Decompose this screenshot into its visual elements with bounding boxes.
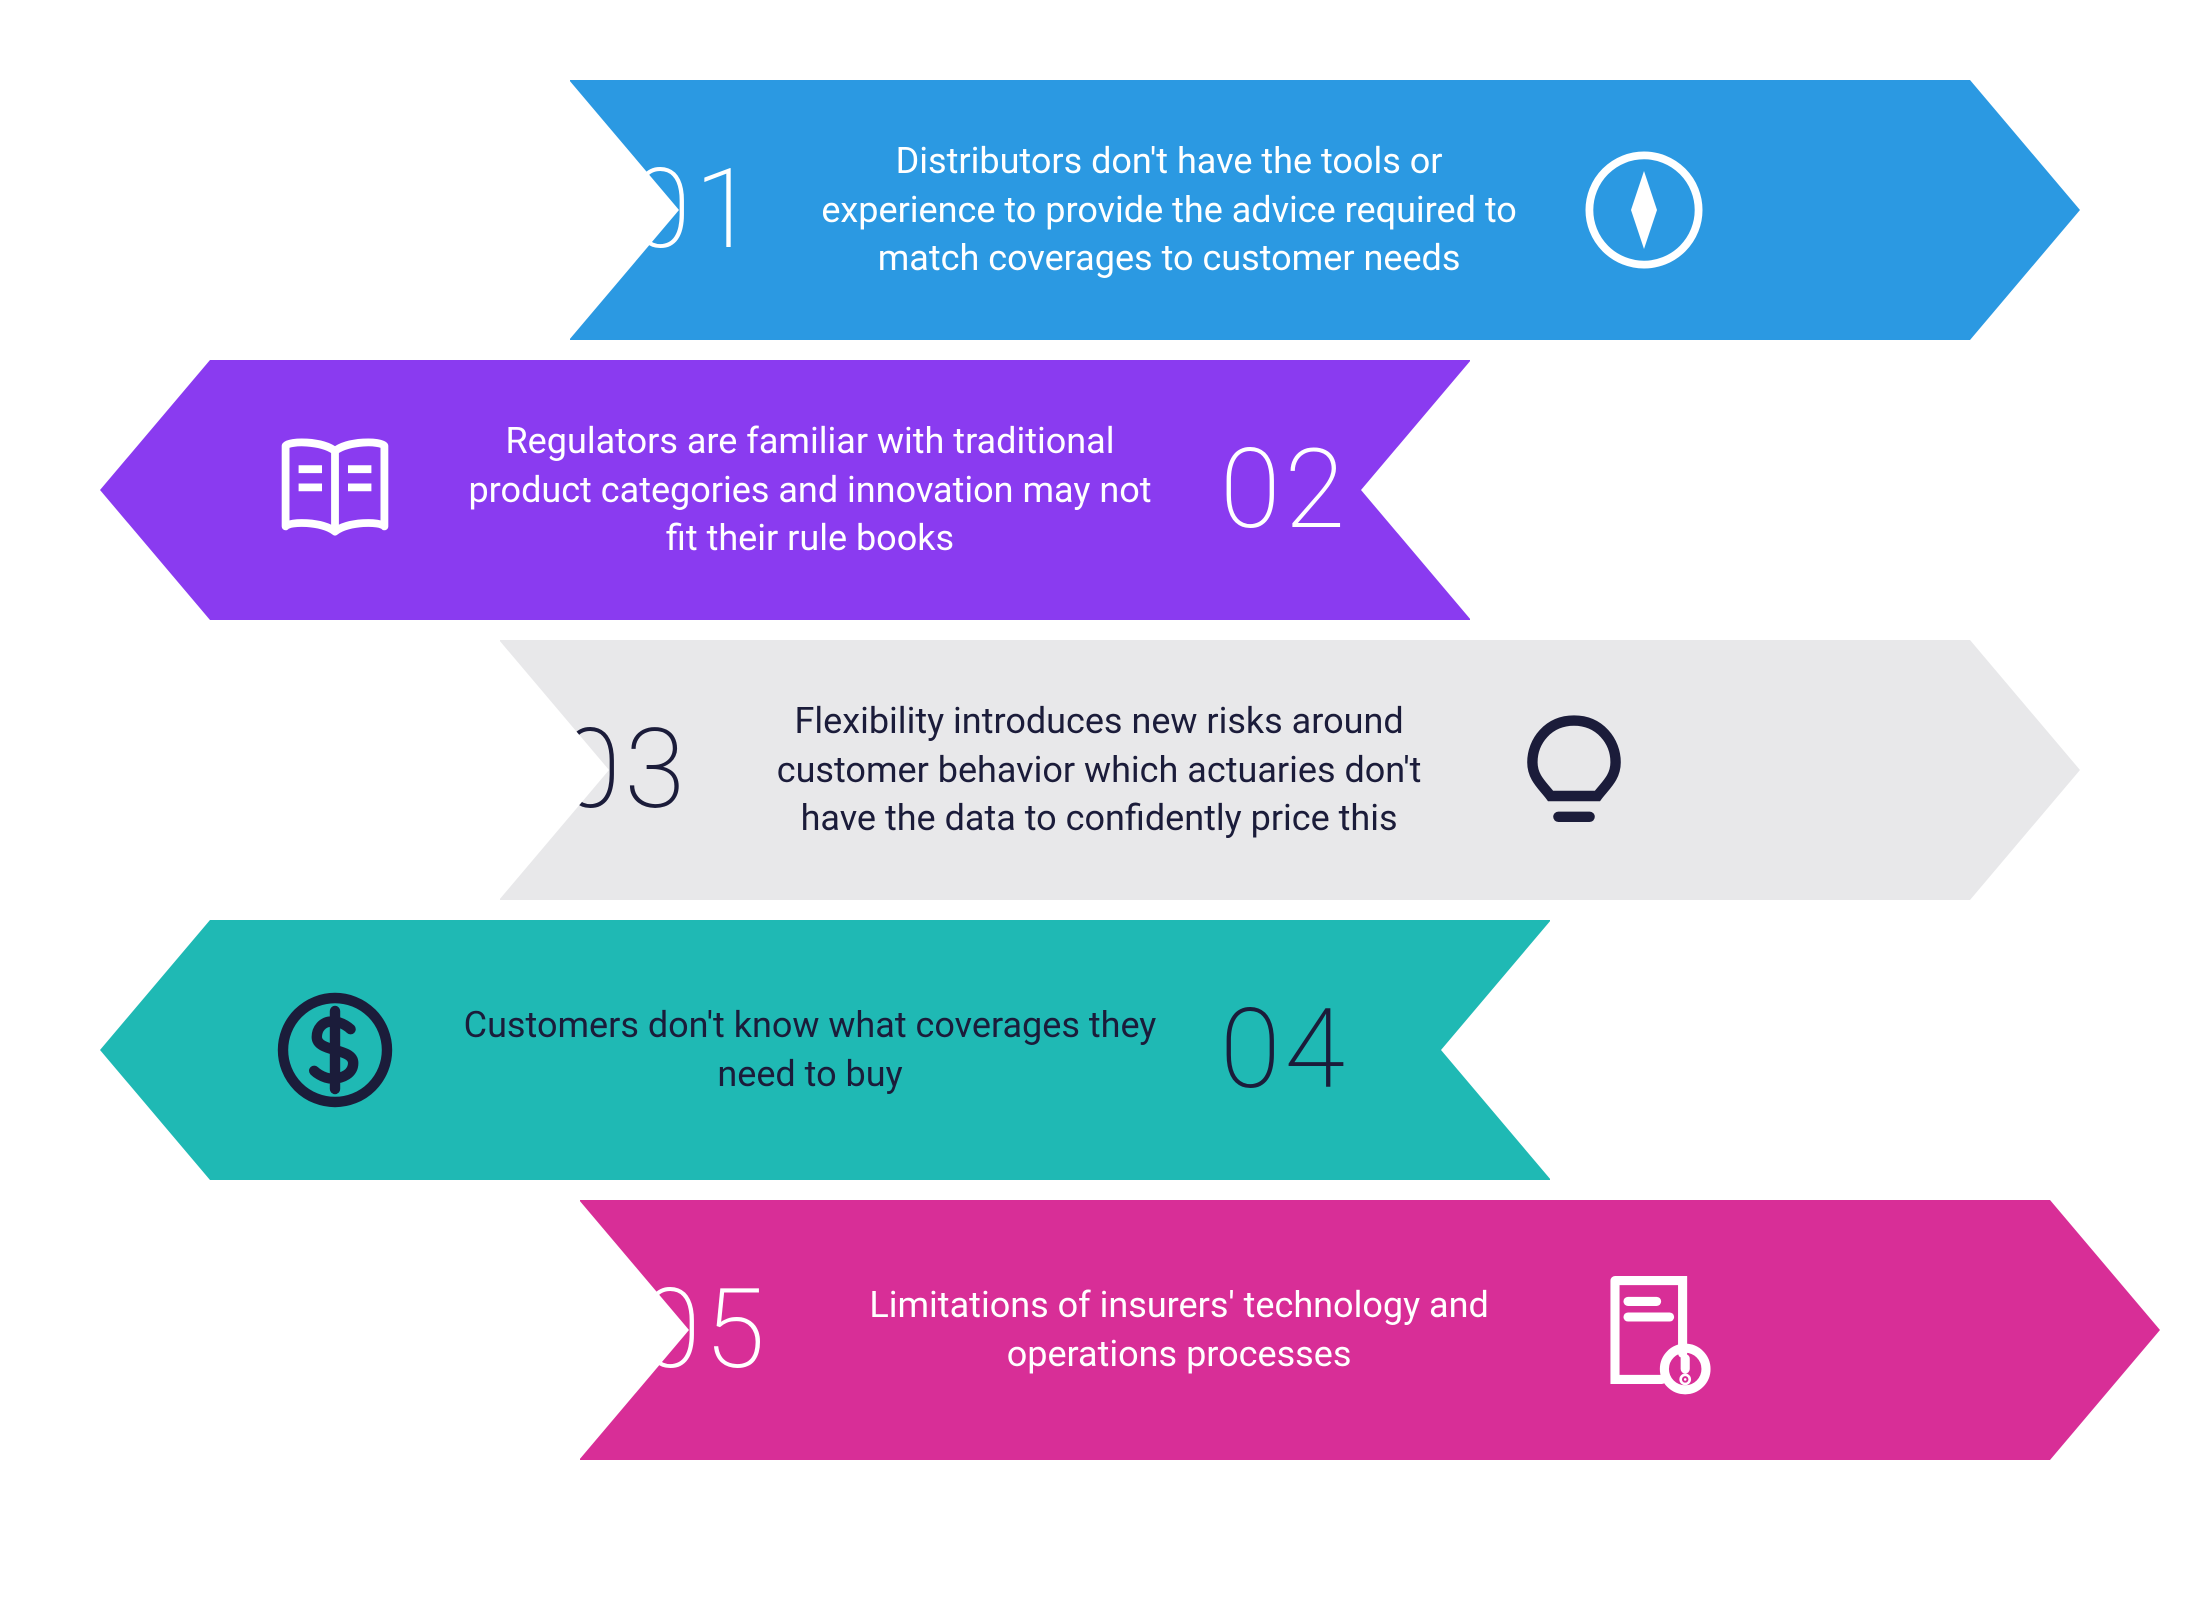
book-icon [270,425,400,555]
compass-icon [1579,145,1709,275]
item-text: Flexibility introduces new risks around … [749,697,1449,843]
chevron-item-04: Customers don't know what coverages they… [100,920,1550,1180]
item-number: 02 [1220,435,1349,545]
item-text: Distributors don't have the tools or exp… [819,137,1519,283]
item-text: Limitations of insurers' technology and … [829,1281,1529,1378]
chevron-item-02: Regulators are familiar with traditional… [100,360,1470,620]
chevron-item-03: 03 Flexibility introduces new risks arou… [500,640,2080,900]
item-number: 05 [640,1275,769,1385]
item-number: 04 [1220,995,1349,1105]
chevron-item-05: 05 Limitations of insurers' technology a… [580,1200,2160,1460]
item-text: Customers don't know what coverages they… [460,1001,1160,1098]
item-number: 03 [560,715,689,825]
item-number: 01 [630,155,759,265]
item-text: Regulators are familiar with traditional… [460,417,1160,563]
dollar-icon [270,985,400,1115]
infographic-container: 01 Distributors don't have the tools or … [0,80,2200,1600]
bulb-icon [1509,705,1639,835]
chevron-item-01: 01 Distributors don't have the tools or … [570,80,2080,340]
document-alert-icon [1589,1265,1719,1395]
